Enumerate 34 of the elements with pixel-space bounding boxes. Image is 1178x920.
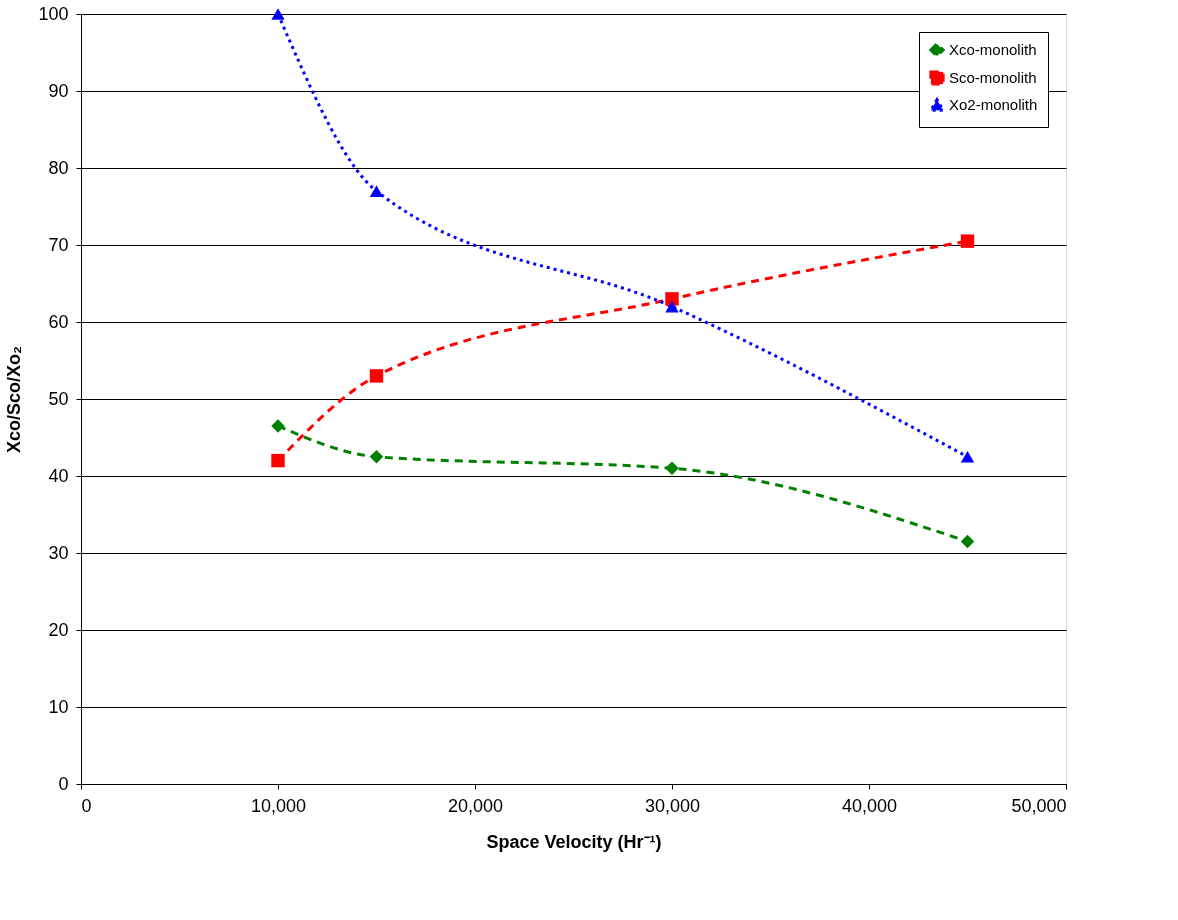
- legend-label: Xo2-monolith: [949, 96, 1038, 113]
- y-tick-label: 0: [58, 773, 69, 794]
- point: [271, 453, 285, 468]
- point: [960, 450, 975, 463]
- y-tick-label: 40: [48, 465, 69, 486]
- legend-label: Xco-monolith: [949, 41, 1037, 58]
- y-tick-label: 50: [48, 388, 69, 409]
- point: [271, 8, 285, 20]
- y-tick-label: 20: [48, 619, 69, 640]
- point: [960, 534, 975, 549]
- x-tick-label: 40,000: [841, 795, 898, 816]
- point: [665, 461, 679, 476]
- x-tick-label: 0: [81, 795, 92, 816]
- y-tick-label: 70: [48, 234, 69, 255]
- x-axis-title: Space Velocity (Hr⁻¹): [486, 831, 662, 852]
- y-tick-label: 60: [48, 311, 69, 332]
- point: [665, 300, 679, 313]
- point: [369, 185, 384, 197]
- point: [960, 234, 975, 248]
- x-tick-label: 10,000: [250, 795, 307, 816]
- point: [369, 369, 384, 383]
- legend-label: Sco-monolith: [949, 69, 1037, 86]
- point: [369, 450, 384, 464]
- x-tick-label: 30,000: [644, 795, 701, 816]
- x-tick-label: 50,000: [1011, 795, 1067, 816]
- y-tick-label: 100: [38, 3, 69, 24]
- y-tick-label: 10: [48, 696, 69, 717]
- point: [665, 292, 679, 306]
- y-axis-title: Xco/Sco/Xo₂: [4, 345, 25, 454]
- y-tick-label: 80: [48, 157, 69, 178]
- point: [271, 419, 285, 433]
- y-tick-label: 30: [48, 542, 69, 563]
- x-tick-label: 20,000: [447, 795, 504, 816]
- y-tick-label: 90: [48, 80, 69, 101]
